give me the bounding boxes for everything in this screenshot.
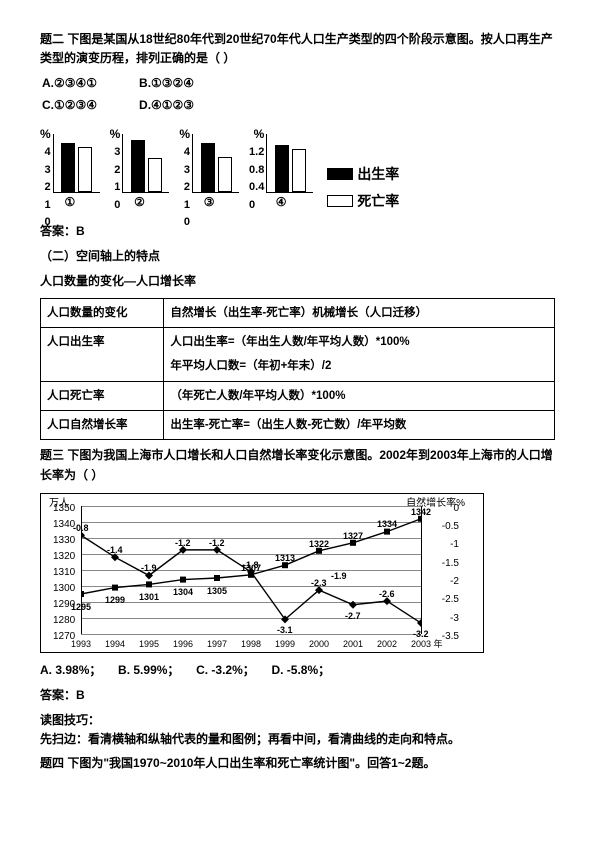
- q3-answer: 答案：B: [40, 686, 555, 705]
- q3-opt-d: D. -5.8%；: [271, 663, 330, 677]
- section2-title: （二）空间轴上的特点: [40, 247, 555, 266]
- q2-opt-b: B.①③②④: [139, 74, 234, 93]
- bar-legend: 出生率 死亡率: [327, 163, 399, 212]
- tip-text: 先扫边：看清横轴和纵轴代表的量和图例；再看中间，看清曲线的走向和特点。: [40, 730, 555, 749]
- tip-title: 读图技巧：: [40, 711, 555, 730]
- q2-title: 题二 下图是某国从18世纪80年代到20世纪70年代人口生产类型的四个阶段示意图…: [40, 30, 555, 68]
- section2-sub: 人口数量的变化—人口增长率: [40, 272, 555, 291]
- bar-chart-3: %43210 ③: [179, 125, 239, 212]
- population-table: 人口数量的变化自然增长（出生率-死亡率）机械增长（人口迁移）人口出生率人口出生率…: [40, 298, 555, 441]
- q2-answer: 答案：B: [40, 222, 555, 241]
- q3-opt-a: A. 3.98%；: [40, 663, 101, 677]
- plot-area: 1295129913011304130513071313132213271334…: [81, 506, 421, 634]
- line-chart: 万人 自然增长率% 129512991301130413051307131313…: [40, 493, 484, 653]
- q3-title: 题三 下图为我国上海市人口增长和人口自然增长率变化示意图。2002年到2003年…: [40, 446, 555, 484]
- q2-opt-d: D.④①②③: [139, 96, 234, 115]
- q4-title: 题四 下图为"我国1970~2010年人口出生率和死亡率统计图"。回答1~2题。: [40, 754, 555, 773]
- q3-opt-c: C. -3.2%；: [196, 663, 255, 677]
- q2-options: A.②③④① B.①③②④ C.①②③④ D.④①②③: [40, 72, 236, 116]
- bar-charts-row: %43210 ① %3210 ② %43210 ③ %1.20.80.40: [40, 125, 555, 212]
- q3-opt-b: B. 5.99%；: [118, 663, 179, 677]
- q2-opt-a: A.②③④①: [42, 74, 137, 93]
- bar-chart-2: %3210 ②: [110, 125, 170, 212]
- bar-chart-4: %1.20.80.40 ④: [249, 125, 313, 212]
- q2-opt-c: C.①②③④: [42, 96, 137, 115]
- q3-options: A. 3.98%； B. 5.99%； C. -3.2%； D. -5.8%；: [40, 661, 555, 680]
- bar-chart-1: %43210 ①: [40, 125, 100, 212]
